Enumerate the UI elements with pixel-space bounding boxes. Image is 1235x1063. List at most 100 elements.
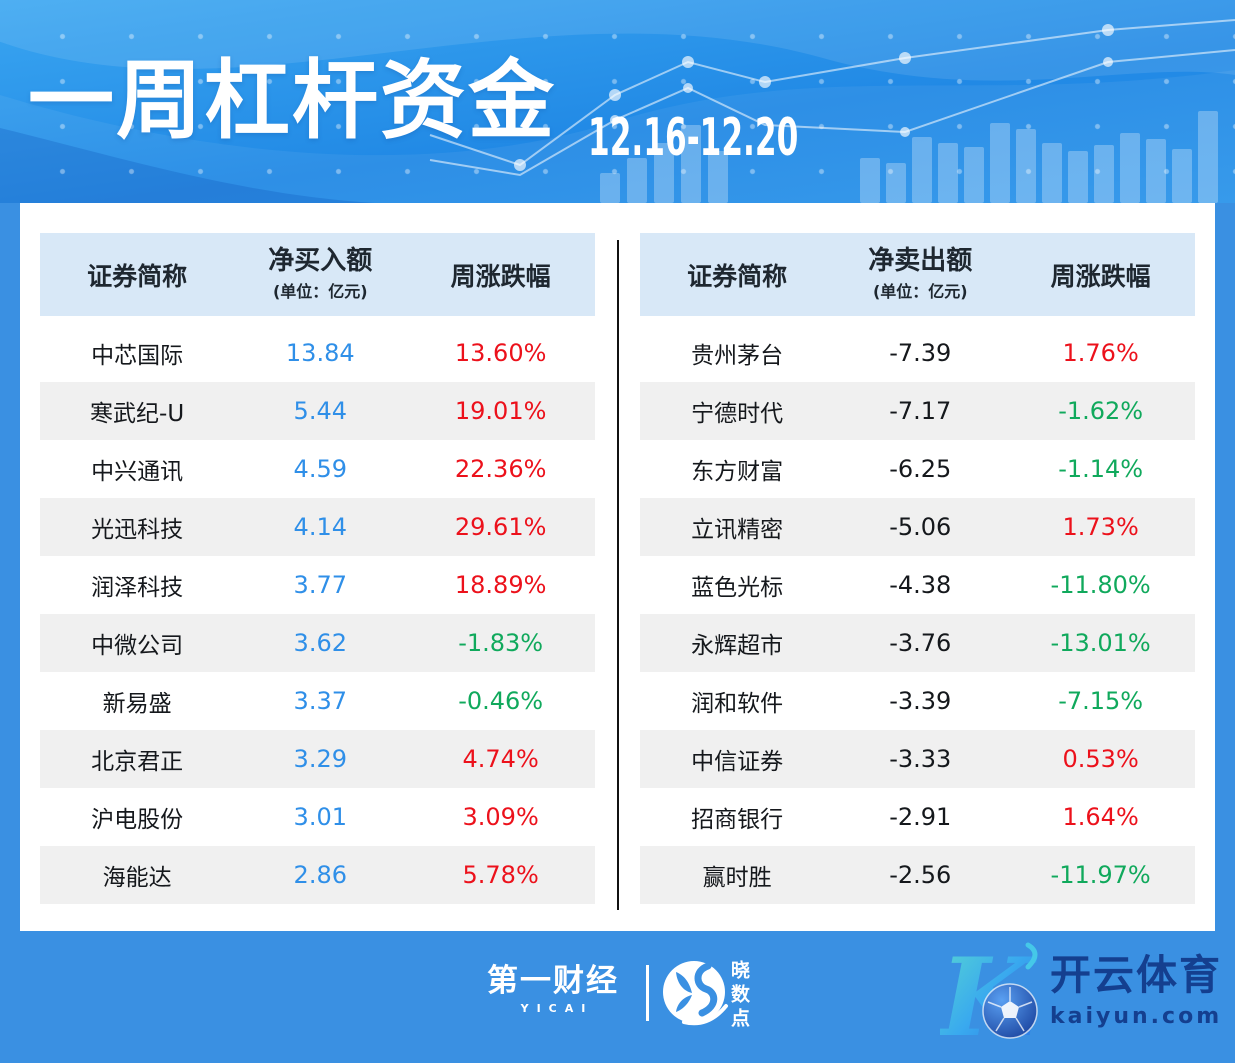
stock-name: 新易盛 (102, 691, 172, 717)
stock-name: 东方财富 (691, 459, 784, 485)
kaiyun-name: 开云体育 (1050, 951, 1222, 999)
kaiyun-logo-text: 开云体育 kaiyun.com (1050, 951, 1223, 1030)
yicai-logo-text: 第一财经 (487, 963, 619, 999)
banner-decoration-chart (0, 0, 1235, 203)
wave-decoration (0, 70, 1235, 203)
column-header-change: 周涨跌幅 (450, 261, 551, 291)
amount-value: 3.01 (293, 803, 347, 831)
table-row: 润泽科技 3.77 18.89% (40, 556, 595, 614)
yicai-logo-subtext: YICAI (520, 1002, 594, 1016)
table-row: 永辉超市 -3.76 -13.01% (640, 614, 1195, 672)
table-header: 证券简称 净买入额 (单位：亿元) 周涨跌幅 (40, 233, 595, 316)
stock-name: 蓝色光标 (691, 575, 784, 601)
stock-name: 沪电股份 (91, 807, 184, 833)
amount-value: -7.39 (889, 339, 952, 367)
table-row: 招商银行 -2.91 1.64% (640, 788, 1195, 846)
column-header-amount-unit: (单位：亿元) (872, 282, 968, 302)
stock-name: 寒武纪-U (90, 401, 185, 427)
change-value: 29.61% (454, 513, 547, 541)
amount-value: -3.33 (889, 745, 952, 773)
column-header-change: 周涨跌幅 (1050, 261, 1151, 291)
stock-name: 招商银行 (691, 807, 784, 833)
stock-name: 贵州茅台 (691, 343, 784, 369)
column-header-name: 证券简称 (687, 261, 788, 291)
stock-name: 宁德时代 (691, 401, 784, 427)
table-row: 海能达 2.86 5.78% (40, 846, 595, 904)
stock-name: 北京君正 (91, 749, 184, 775)
amount-value: 3.37 (293, 687, 347, 715)
change-value: 19.01% (454, 397, 547, 425)
bar-chart-decoration (600, 111, 1218, 203)
kaiyun-logo-icon: K (940, 939, 1038, 1053)
stock-name: 中芯国际 (91, 343, 184, 369)
amount-value: 2.86 (293, 861, 347, 889)
amount-value: -7.17 (889, 397, 952, 425)
stock-name: 中信证券 (691, 749, 784, 775)
stock-name: 赢时胜 (702, 865, 772, 891)
column-header-amount: 净卖出额 (单位：亿元) (834, 247, 1006, 303)
table-row: 宁德时代 -7.17 -1.62% (640, 382, 1195, 440)
banner: 一周杠杆资金 12.16-12.20 (0, 0, 1235, 203)
amount-value: -3.76 (889, 629, 952, 657)
table-row: 中微公司 3.62 -1.83% (40, 614, 595, 672)
stock-name: 光迅科技 (91, 517, 184, 543)
column-header-amount-label: 净买入额 (268, 245, 373, 276)
yicai-logo: 第一财经 YICAI (468, 964, 638, 1015)
kaiyun-domain: kaiyun.com (1050, 1004, 1223, 1030)
footer-divider (646, 965, 649, 1021)
change-value: 3.09% (462, 803, 539, 831)
table-row: 北京君正 3.29 4.74% (40, 730, 595, 788)
amount-value: 13.84 (285, 339, 355, 367)
change-value: 4.74% (462, 745, 539, 773)
amount-value: -6.25 (889, 455, 952, 483)
stock-name: 海能达 (102, 865, 172, 891)
stock-name: 中兴通讯 (91, 459, 184, 485)
amount-value: -2.91 (889, 803, 952, 831)
change-value: -11.80% (1050, 571, 1151, 599)
change-value: 1.73% (1062, 513, 1139, 541)
amount-value: 5.44 (293, 397, 347, 425)
dot-grid-decoration (0, 0, 1235, 203)
footer: 第一财经 YICAI 晓数点 K (0, 931, 1235, 1063)
soccer-ball-icon (982, 983, 1038, 1039)
table-row: 东方财富 -6.25 -1.14% (640, 440, 1195, 498)
column-header-name: 证券简称 (87, 261, 188, 291)
tables-card: 证券简称 净买入额 (单位：亿元) 周涨跌幅 中芯国际 13.84 13.60% 寒武… (20, 203, 1215, 931)
column-header-amount-unit: (单位：亿元) (272, 282, 368, 302)
wave-decoration (0, 0, 1235, 81)
change-value: 22.36% (454, 455, 547, 483)
table-row: 赢时胜 -2.56 -11.97% (640, 846, 1195, 904)
change-value: -1.62% (1058, 397, 1144, 425)
table-row: 寒武纪-U 5.44 19.01% (40, 382, 595, 440)
table-row: 沪电股份 3.01 3.09% (40, 788, 595, 846)
amount-value: 3.29 (293, 745, 347, 773)
tables-divider (617, 240, 619, 910)
change-value: -1.83% (458, 629, 544, 657)
amount-value: -2.56 (889, 861, 952, 889)
table-row: 中兴通讯 4.59 22.36% (40, 440, 595, 498)
xiaoshudian-logo-text: 晓数点 (728, 960, 750, 1032)
column-header-amount: 净买入额 (单位：亿元) (234, 247, 406, 303)
table-header: 证券简称 净卖出额 (单位：亿元) 周涨跌幅 (640, 233, 1195, 316)
net-sell-table: 证券简称 净卖出额 (单位：亿元) 周涨跌幅 贵州茅台 -7.39 1.76% 宁德时… (640, 233, 1195, 904)
stock-name: 中微公司 (91, 633, 184, 659)
table-row: 中芯国际 13.84 13.60% (40, 324, 595, 382)
line-chart-decoration (429, 19, 1235, 177)
stock-name: 润和软件 (691, 691, 784, 717)
change-value: 13.60% (454, 339, 547, 367)
amount-value: 3.62 (293, 629, 347, 657)
amount-value: -4.38 (889, 571, 952, 599)
change-value: -13.01% (1050, 629, 1151, 657)
change-value: -0.46% (458, 687, 544, 715)
change-value: 18.89% (454, 571, 547, 599)
column-header-amount-label: 净卖出额 (868, 245, 973, 276)
change-value: 0.53% (1062, 745, 1139, 773)
table-body: 贵州茅台 -7.39 1.76% 宁德时代 -7.17 -1.62% 东方财富 -6.25 -1… (640, 324, 1195, 904)
amount-value: -3.39 (889, 687, 952, 715)
change-value: 1.64% (1062, 803, 1139, 831)
stock-name: 立讯精密 (691, 517, 784, 543)
table-row: 蓝色光标 -4.38 -11.80% (640, 556, 1195, 614)
date-range: 12.16-12.20 (588, 108, 799, 168)
change-value: -1.14% (1058, 455, 1144, 483)
amount-value: 3.77 (293, 571, 347, 599)
